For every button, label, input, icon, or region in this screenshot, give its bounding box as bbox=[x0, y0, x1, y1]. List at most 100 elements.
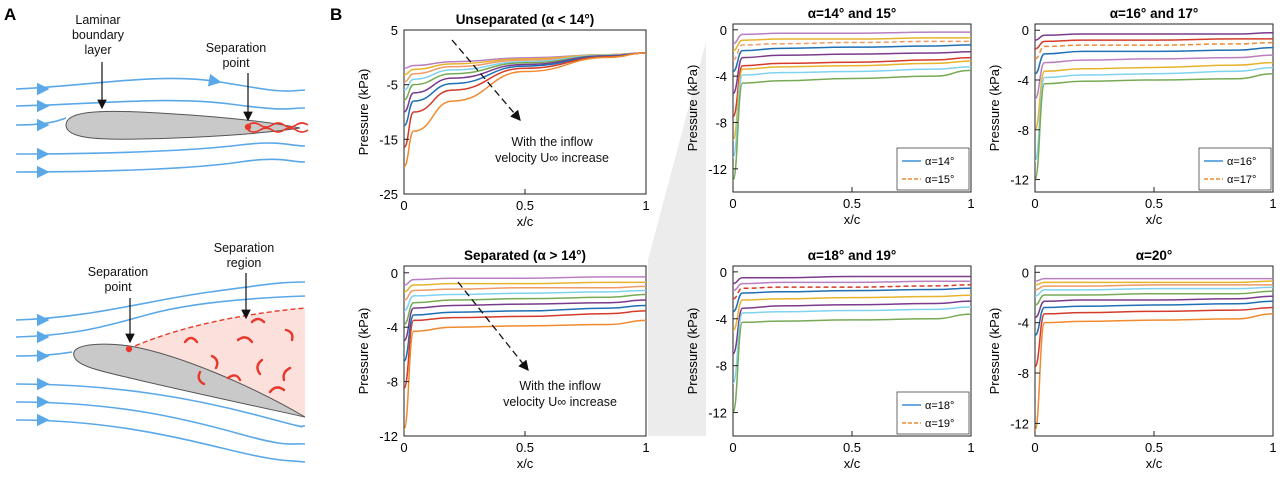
separated-trend-note: With the inflow velocity U∞ increase bbox=[503, 379, 617, 409]
chart-unseparated: 5 -5 -15 -250 0.5 1 Unseparated (α < 14°) x/c Pr… bbox=[356, 12, 650, 229]
series-line-5 bbox=[732, 51, 972, 95]
laminar-label: Laminar boundary layer bbox=[72, 13, 125, 57]
y-axis-label: Pressure (kPa) bbox=[356, 69, 371, 156]
series-line-3 bbox=[1034, 284, 1273, 291]
y-tick-label: 0 bbox=[720, 265, 727, 280]
x-tick-label: 0 bbox=[1031, 440, 1038, 455]
series-line-7 bbox=[1034, 300, 1274, 337]
series-line-5 bbox=[1034, 290, 1274, 306]
y-axis-label: Pressure (kPa) bbox=[987, 65, 1002, 152]
bottom-airfoil bbox=[73, 343, 306, 418]
series-line-8 bbox=[403, 310, 647, 390]
y-tick-label: -8 bbox=[715, 359, 727, 374]
vortex-marks bbox=[183, 317, 294, 394]
x-tick-label: 0.5 bbox=[1145, 196, 1163, 211]
x-axis-label: x/c bbox=[1146, 212, 1163, 227]
legend-box bbox=[896, 147, 970, 191]
x-tick-label: 0.5 bbox=[843, 440, 861, 455]
panel-a: A Laminar boundary layer Separation poin… bbox=[4, 5, 309, 463]
series-line-5 bbox=[1034, 54, 1274, 100]
svg-text:boundary: boundary bbox=[72, 28, 125, 42]
separation-boundary bbox=[127, 307, 306, 350]
zoom-wedge bbox=[648, 42, 706, 436]
svg-text:Separation: Separation bbox=[88, 265, 149, 279]
series-line-4 bbox=[1034, 46, 1274, 75]
series-line-2 bbox=[732, 37, 971, 52]
chart-title: α=16° and 17° bbox=[1110, 6, 1199, 21]
series-line-2 bbox=[732, 280, 971, 292]
x-tick-label: 1 bbox=[1269, 440, 1276, 455]
series-line-1 bbox=[732, 275, 971, 285]
series-line-8 bbox=[1034, 306, 1274, 368]
series-line-6 bbox=[1034, 295, 1274, 319]
series-line-9 bbox=[732, 69, 972, 182]
y-axis-label: Pressure (kPa) bbox=[685, 65, 700, 152]
svg-text:With the inflow: With the inflow bbox=[511, 135, 593, 149]
y-tick-label: -8 bbox=[386, 375, 398, 390]
y-tick-label: -15 bbox=[379, 132, 398, 147]
series-line-2 bbox=[1034, 38, 1273, 50]
unseparated-trend-note: With the inflow velocity U∞ increase bbox=[495, 135, 609, 165]
series-line-3 bbox=[403, 285, 647, 301]
x-tick-label: 0.5 bbox=[1145, 440, 1163, 455]
bottom-streamlines bbox=[15, 281, 306, 463]
x-tick-label: 0 bbox=[400, 440, 407, 455]
y-tick-label: -8 bbox=[715, 115, 727, 130]
y-tick-label: 0 bbox=[720, 23, 727, 38]
series-line-7 bbox=[732, 60, 972, 141]
y-tick-label: -4 bbox=[1017, 316, 1029, 331]
series-line-2 bbox=[1034, 280, 1274, 286]
legend-entry: α=18° bbox=[925, 400, 954, 412]
x-tick-label: 0 bbox=[729, 196, 736, 211]
y-tick-label: 0 bbox=[391, 266, 398, 281]
y-tick-label: -12 bbox=[708, 406, 727, 421]
separated-trend-arrow bbox=[457, 281, 529, 372]
series-line-8 bbox=[1034, 73, 1274, 181]
series-line-4 bbox=[1034, 286, 1274, 297]
svg-text:point: point bbox=[104, 280, 132, 294]
chart-title: α=18° and 19° bbox=[808, 248, 897, 263]
svg-text:region: region bbox=[227, 256, 262, 270]
series-line-8 bbox=[732, 66, 972, 158]
x-axis-label: x/c bbox=[1146, 456, 1163, 471]
y-tick-label: 0 bbox=[1022, 265, 1029, 280]
series-line-6 bbox=[403, 299, 647, 342]
series-line-1 bbox=[1034, 31, 1274, 41]
series-line-6 bbox=[732, 300, 972, 355]
y-tick-label: -12 bbox=[1010, 173, 1029, 188]
svg-text:Separation: Separation bbox=[214, 241, 275, 255]
series-line-4 bbox=[732, 44, 972, 73]
legend-box bbox=[1198, 147, 1272, 191]
series-line-1 bbox=[732, 31, 971, 45]
y-tick-label: -4 bbox=[1017, 73, 1029, 88]
series-line-8 bbox=[732, 313, 972, 414]
series-line-5 bbox=[403, 293, 647, 326]
legend-entry: α=16° bbox=[1227, 156, 1256, 168]
x-axis-label: x/c bbox=[844, 456, 861, 471]
series-line-3 bbox=[1034, 41, 1274, 60]
y-tick-label: -12 bbox=[708, 162, 727, 177]
x-tick-label: 0 bbox=[1031, 196, 1038, 211]
legend-entry: α=17° bbox=[1227, 174, 1256, 186]
bottom-separation-point bbox=[125, 345, 133, 353]
chart-title: Separated (α > 14°) bbox=[464, 248, 586, 263]
chart-title: α=14° and 15° bbox=[808, 6, 897, 21]
series-line-2 bbox=[403, 281, 646, 293]
series-line-1 bbox=[403, 276, 646, 286]
panel-letter-b: B bbox=[330, 5, 342, 24]
svg-text:With the inflow: With the inflow bbox=[519, 379, 601, 393]
svg-text:layer: layer bbox=[84, 43, 111, 57]
series-line-9 bbox=[1034, 313, 1274, 431]
svg-text:point: point bbox=[222, 56, 250, 70]
y-tick-label: 5 bbox=[391, 23, 398, 38]
top-streamlines bbox=[15, 73, 306, 179]
plot-frame bbox=[1034, 265, 1274, 437]
x-tick-label: 0.5 bbox=[516, 440, 534, 455]
series-line-6 bbox=[732, 56, 972, 118]
y-tick-label: -4 bbox=[715, 69, 727, 84]
y-tick-label: -8 bbox=[1017, 366, 1029, 381]
series-line-3 bbox=[732, 284, 972, 300]
